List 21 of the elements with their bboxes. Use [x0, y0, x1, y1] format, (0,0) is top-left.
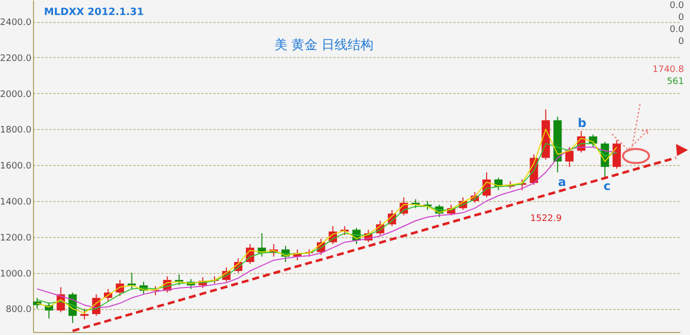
annotation: 561: [666, 77, 684, 87]
y-tick-label: 1200.0: [0, 233, 32, 244]
annotation: b: [578, 116, 587, 130]
annotation: 0: [678, 37, 684, 47]
y-tick-label: 2000.0: [0, 90, 32, 100]
text: MLDXX 2012.1.31: [44, 7, 144, 18]
annotation: 0.0: [670, 25, 684, 35]
y-tick-label: 2200.0: [0, 54, 32, 64]
y-tick-label: 1400.0: [0, 197, 32, 208]
y-tick-label: 1600.0: [0, 162, 32, 172]
annotation: a: [558, 175, 566, 189]
text: 美 黄金 日线结构: [274, 37, 374, 53]
y-tick-label: 800.0: [6, 305, 32, 316]
y-tick-label: 2400.0: [0, 18, 32, 28]
annotation: 0: [678, 13, 684, 23]
annotation: 0.0: [670, 1, 684, 11]
annotation: 1522.9: [530, 214, 562, 224]
annotation: c: [603, 179, 611, 193]
y-tick-label: 1000.0: [0, 269, 32, 280]
y-tick-label: 1800.0: [0, 126, 32, 136]
annotation: 1740.8: [652, 65, 684, 75]
